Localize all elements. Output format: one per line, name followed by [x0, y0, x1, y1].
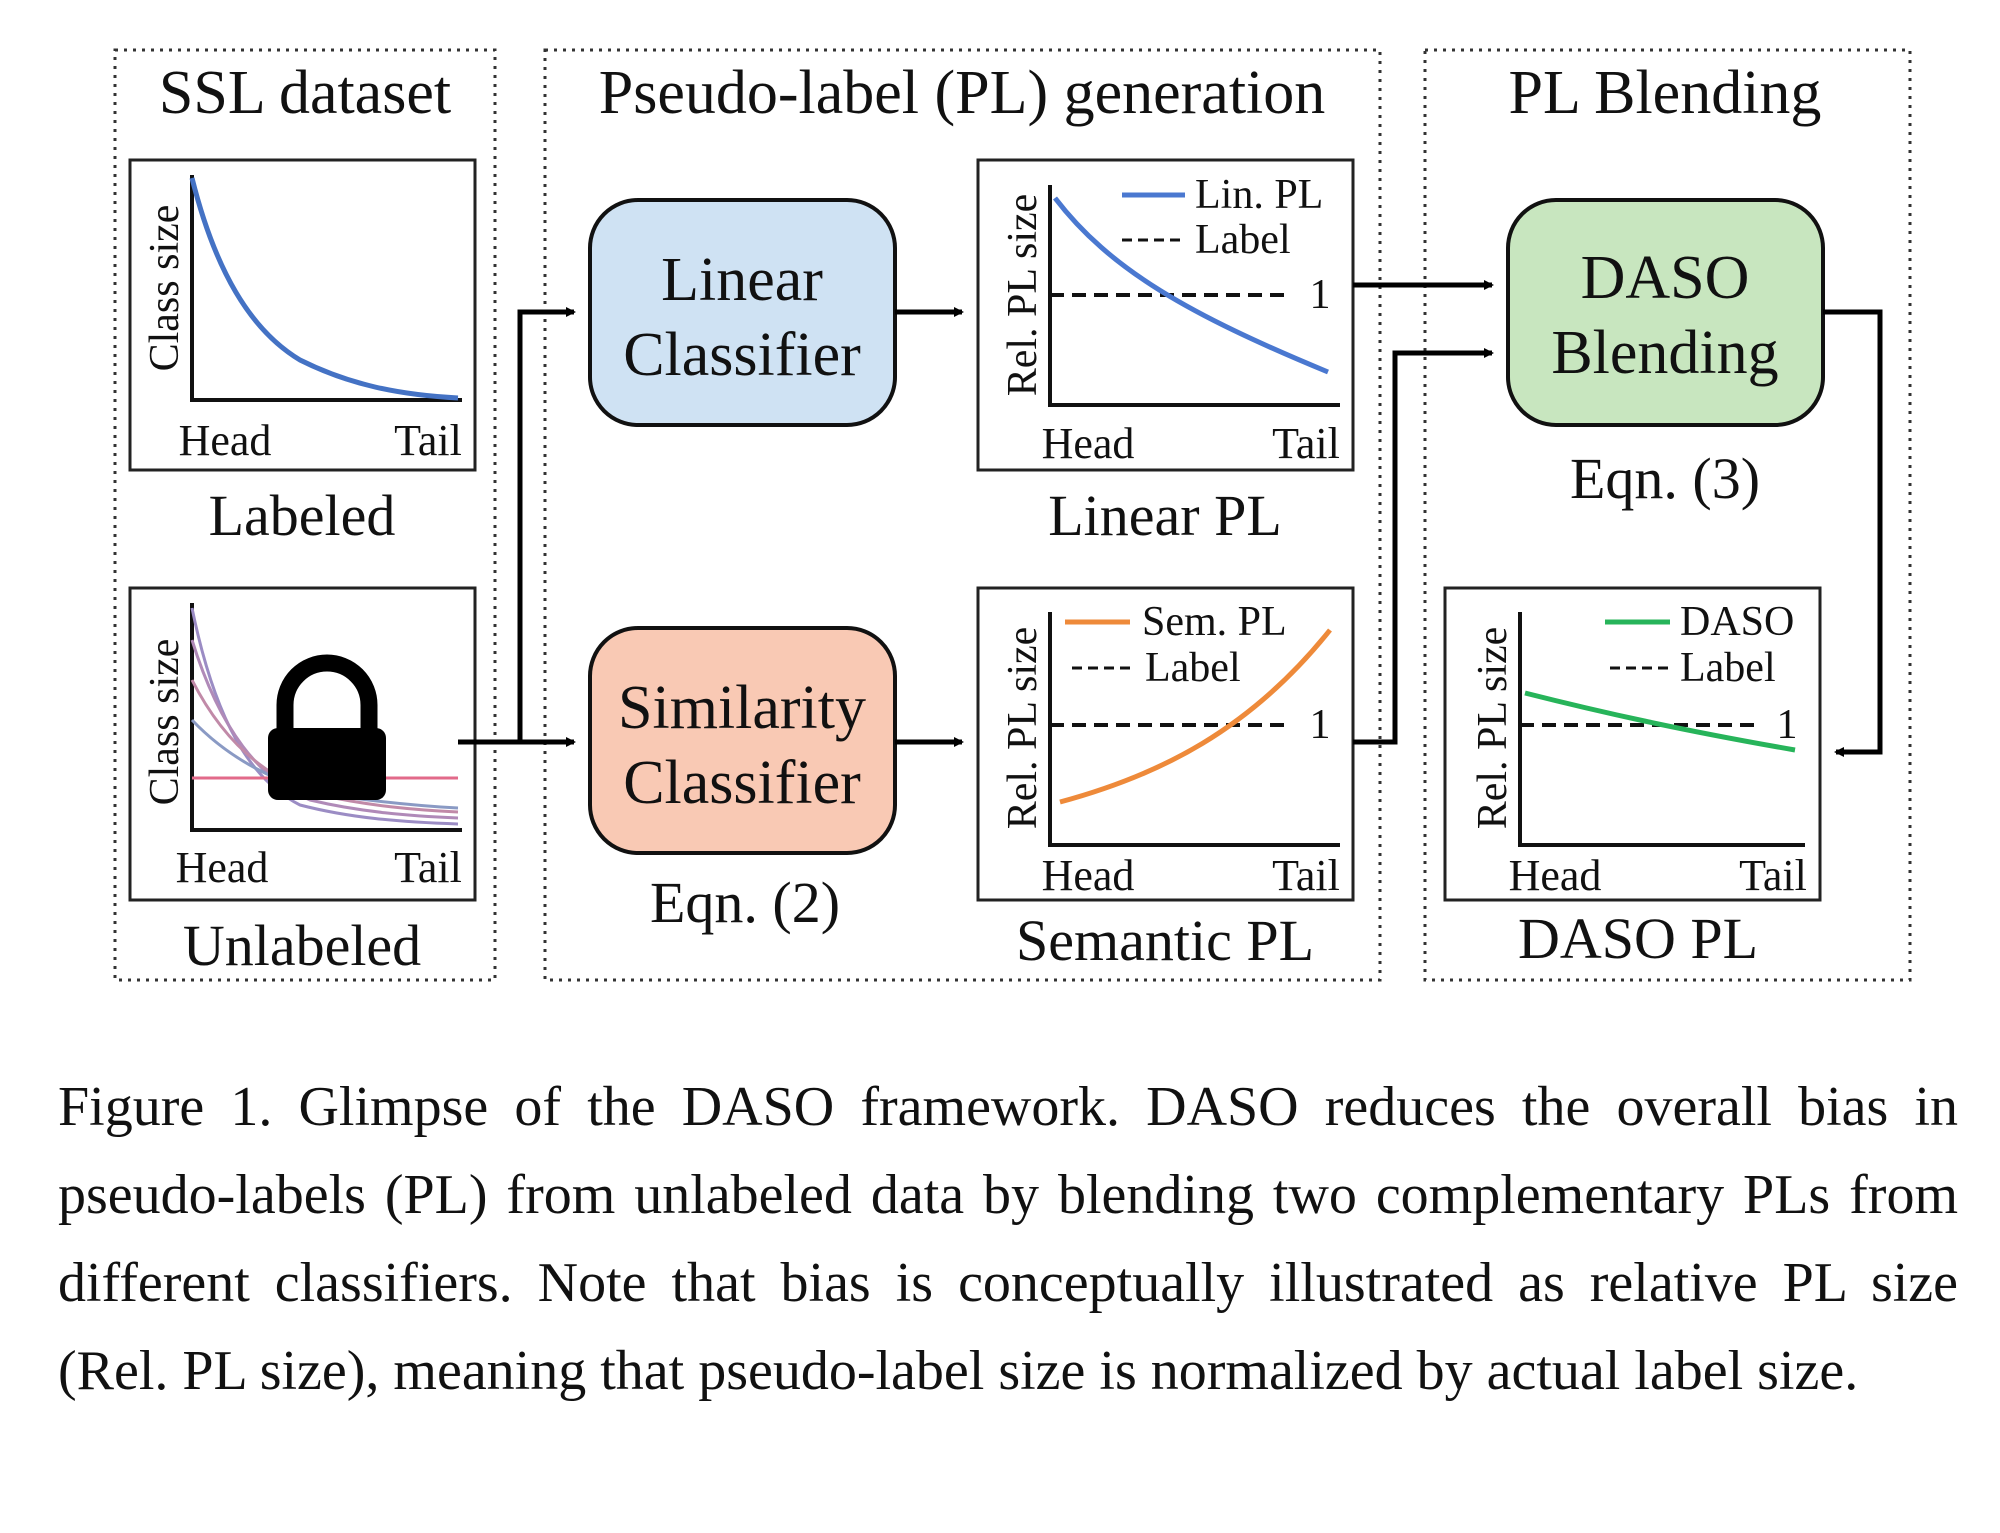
daso-blending-line1: DASO: [1581, 244, 1750, 312]
similarity-classifier-line1: Similarity: [618, 674, 866, 742]
labeled-ylabel: Class size: [142, 205, 188, 372]
daso-pl-x-tail: Tail: [1739, 851, 1807, 900]
linear-pl-plot: Lin. PL Label 1 Rel. PL size Head Tail: [976, 158, 1355, 472]
linear-pl-ref-value: 1: [1310, 272, 1331, 318]
labeled-plot: Class size Head Tail: [128, 158, 477, 472]
section-title-ssl-dataset: SSL dataset: [159, 59, 451, 127]
semantic-pl-ylabel: Rel. PL size: [1000, 627, 1046, 830]
semantic-pl-caption: Semantic PL: [1016, 908, 1314, 973]
linear-pl-legend-line: Lin. PL: [1195, 172, 1323, 218]
linear-pl-x-head: Head: [1042, 419, 1135, 468]
daso-pl-plot: DASO Label 1 Rel. PL size Head Tail: [1443, 586, 1822, 902]
section-pl-blending: [1423, 48, 1912, 982]
labeled-x-tail: Tail: [394, 416, 462, 465]
semantic-pl-curve: [1059, 628, 1332, 805]
daso-pl-x-head: Head: [1509, 851, 1602, 900]
semantic-pl-legend-dash: Label: [1145, 645, 1241, 691]
lock-icon: [268, 654, 386, 800]
daso-blending-box: DASO Blending: [1506, 198, 1825, 427]
arrow-semantic-pl-to-blending: [1353, 348, 1494, 745]
semantic-pl-ref-value: 1: [1310, 702, 1331, 748]
linear-pl-ylabel: Rel. PL size: [1000, 194, 1046, 397]
daso-blending-line2: Blending: [1551, 319, 1778, 387]
similarity-classifier-box: Similarity Classifier: [588, 626, 897, 855]
labeled-class-size-curve: [189, 177, 459, 401]
arrows: [458, 280, 1883, 757]
unlabeled-ylabel: Class size: [142, 639, 188, 806]
unlabeled-x-tail: Tail: [394, 843, 462, 892]
linear-classifier-box: Linear Classifier: [588, 198, 897, 427]
daso-pl-legend-line: DASO: [1680, 599, 1794, 645]
daso-pl-legend-dash: Label: [1680, 645, 1776, 691]
section-ssl-dataset: [113, 48, 497, 982]
daso-framework-diagram: SSL dataset Pseudo-label (PL) generation…: [113, 48, 1912, 982]
linear-classifier-line2: Classifier: [623, 321, 861, 389]
unlabeled-plot: Class size Head Tail: [128, 586, 477, 902]
linear-classifier-line1: Linear: [661, 246, 823, 314]
figure-caption: Figure 1. Glimpse of the DASO framework.…: [58, 1076, 1958, 1402]
linear-pl-curve: [1053, 196, 1329, 375]
linear-pl-x-tail: Tail: [1272, 419, 1340, 468]
unlabeled-caption: Unlabeled: [183, 913, 421, 978]
unlabeled-curve-1: [190, 607, 459, 826]
daso-pl-ylabel: Rel. PL size: [1470, 627, 1516, 830]
similarity-classifier-line2: Classifier: [623, 749, 861, 817]
linear-pl-caption: Linear PL: [1048, 483, 1282, 548]
unlabeled-x-head: Head: [176, 843, 269, 892]
labeled-x-head: Head: [179, 416, 272, 465]
daso-pl-caption: DASO PL: [1518, 906, 1758, 971]
similarity-eqn: Eqn. (2): [650, 870, 840, 935]
labeled-caption: Labeled: [209, 483, 396, 548]
arrow-blending-to-daso-pl: [1823, 309, 1883, 757]
semantic-pl-plot: Sem. PL Label 1 Rel. PL size Head Tail: [976, 586, 1355, 902]
daso-pl-ref-value: 1: [1777, 702, 1798, 748]
section-title-pl-generation: Pseudo-label (PL) generation: [599, 59, 1326, 127]
daso-pl-curve: [1524, 690, 1796, 753]
daso-blending-eqn: Eqn. (3): [1570, 446, 1760, 511]
section-title-pl-blending: PL Blending: [1509, 59, 1822, 127]
semantic-pl-x-head: Head: [1042, 851, 1135, 900]
semantic-pl-x-tail: Tail: [1272, 851, 1340, 900]
linear-pl-legend-dash: Label: [1195, 217, 1291, 263]
semantic-pl-legend-line: Sem. PL: [1142, 599, 1287, 645]
arrow-unlabeled-to-linear: [517, 307, 576, 742]
